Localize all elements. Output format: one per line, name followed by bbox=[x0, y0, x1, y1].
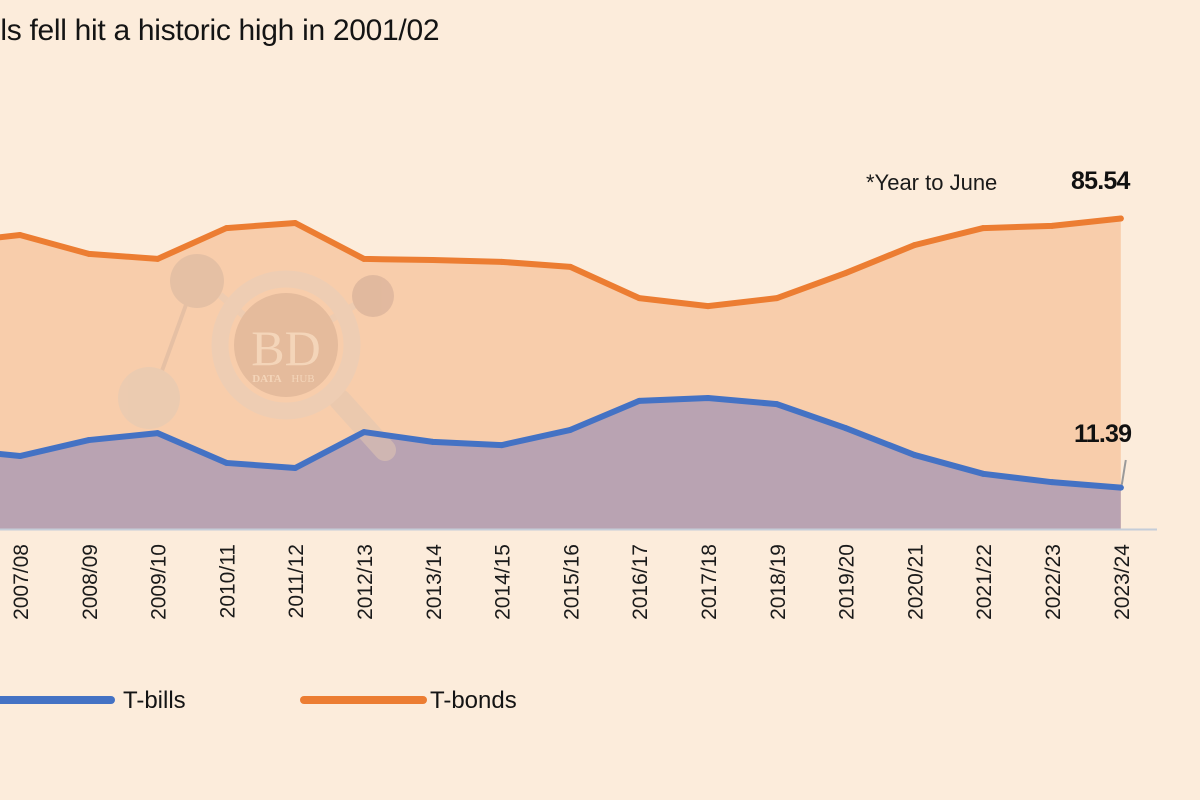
tbonds-point bbox=[292, 219, 299, 226]
magnifier-ring bbox=[211, 270, 361, 420]
tbonds-point bbox=[842, 270, 849, 277]
tbonds-point bbox=[361, 255, 367, 262]
tbills-point bbox=[842, 425, 849, 432]
legend: T-bills T-bonds bbox=[0, 687, 517, 714]
tbonds-point bbox=[498, 258, 505, 265]
year-note: *Year to June bbox=[866, 170, 997, 195]
watermark-node bbox=[352, 275, 394, 317]
legend-label-tbonds: T-bonds bbox=[430, 687, 517, 714]
x-tick-label: 2014/15 bbox=[492, 544, 515, 620]
tbills-line bbox=[0, 394, 1124, 491]
tbonds-point bbox=[911, 242, 918, 249]
x-tick-label: 2010/11 bbox=[216, 544, 239, 618]
tbills-point bbox=[1117, 484, 1124, 491]
tbills-point bbox=[429, 438, 436, 445]
x-tick-label: 2012/13 bbox=[354, 544, 377, 620]
x-tick-label: 2015/16 bbox=[560, 544, 583, 620]
tbills-point bbox=[773, 401, 780, 408]
x-tick-label: 2011/12 bbox=[285, 544, 308, 618]
tbills-point bbox=[292, 465, 299, 472]
tbonds-point bbox=[773, 295, 780, 302]
x-axis-ticks: 2007/08 2008/09 2009/10 2010/11 2011/12 2012/… bbox=[10, 544, 1134, 620]
tbills-point bbox=[636, 397, 643, 404]
tbills-label-leader-line bbox=[1120, 459, 1127, 485]
tbonds-point bbox=[705, 303, 711, 310]
x-tick-label: 2022/23 bbox=[1042, 544, 1065, 620]
tbills-point bbox=[567, 426, 574, 433]
watermark-sub-light: HUB bbox=[291, 373, 314, 385]
tbills-point bbox=[361, 429, 367, 436]
magnifier-handle bbox=[329, 389, 396, 461]
tbonds-point bbox=[85, 250, 92, 257]
tbills-area bbox=[0, 397, 1121, 529]
legend-label-tbills: T-bills bbox=[123, 687, 186, 714]
tbills-point bbox=[911, 451, 918, 458]
tbonds-point bbox=[17, 231, 23, 238]
tbills-point bbox=[498, 442, 505, 449]
lines-layer bbox=[0, 215, 1124, 491]
x-tick-label: 2021/22 bbox=[973, 544, 996, 620]
watermark-brand: BD bbox=[251, 320, 320, 376]
tbonds-point bbox=[1117, 215, 1124, 222]
tbills-point bbox=[705, 394, 711, 401]
bd-data-hub-watermark: BD DATA HUB bbox=[118, 254, 396, 461]
x-tick-label: 2016/17 bbox=[629, 544, 652, 620]
x-tick-label: 2013/14 bbox=[423, 544, 446, 620]
tbills-point bbox=[223, 459, 230, 466]
tbills-point bbox=[980, 470, 987, 477]
tbonds-point bbox=[154, 255, 161, 262]
watermark-node bbox=[170, 254, 224, 308]
tbills-point bbox=[154, 430, 161, 437]
tbills-point bbox=[85, 437, 92, 444]
tbills-point bbox=[17, 453, 23, 460]
x-tick-label: 2019/20 bbox=[836, 544, 859, 620]
tbonds-point bbox=[636, 295, 643, 302]
tbills-end-label: 11.39 bbox=[1074, 420, 1131, 448]
tbills-point bbox=[1049, 479, 1055, 486]
watermark-node bbox=[118, 367, 180, 429]
tbonds-point bbox=[429, 257, 436, 264]
tbonds-point bbox=[980, 225, 987, 232]
tbonds-point bbox=[1049, 222, 1055, 229]
x-tick-label: 2017/18 bbox=[698, 544, 721, 620]
tbonds-line bbox=[0, 215, 1124, 310]
x-tick-label: 2018/19 bbox=[767, 544, 790, 620]
tbonds-point bbox=[567, 263, 574, 270]
x-tick-label: 2008/09 bbox=[79, 544, 102, 620]
watermark-sub-bold: DATA bbox=[252, 373, 282, 385]
x-tick-label: 2007/08 bbox=[10, 544, 33, 620]
x-tick-label: 2023/24 bbox=[1111, 544, 1134, 620]
magnifier-lens bbox=[234, 293, 338, 397]
tbonds-end-label: 85.54 bbox=[1071, 167, 1130, 195]
chart-title: lls fell hit a historic high in 2001/02 bbox=[0, 14, 440, 47]
x-tick-label: 2020/21 bbox=[904, 544, 927, 620]
tbonds-point bbox=[223, 225, 230, 232]
x-tick-label: 2009/10 bbox=[148, 544, 171, 620]
